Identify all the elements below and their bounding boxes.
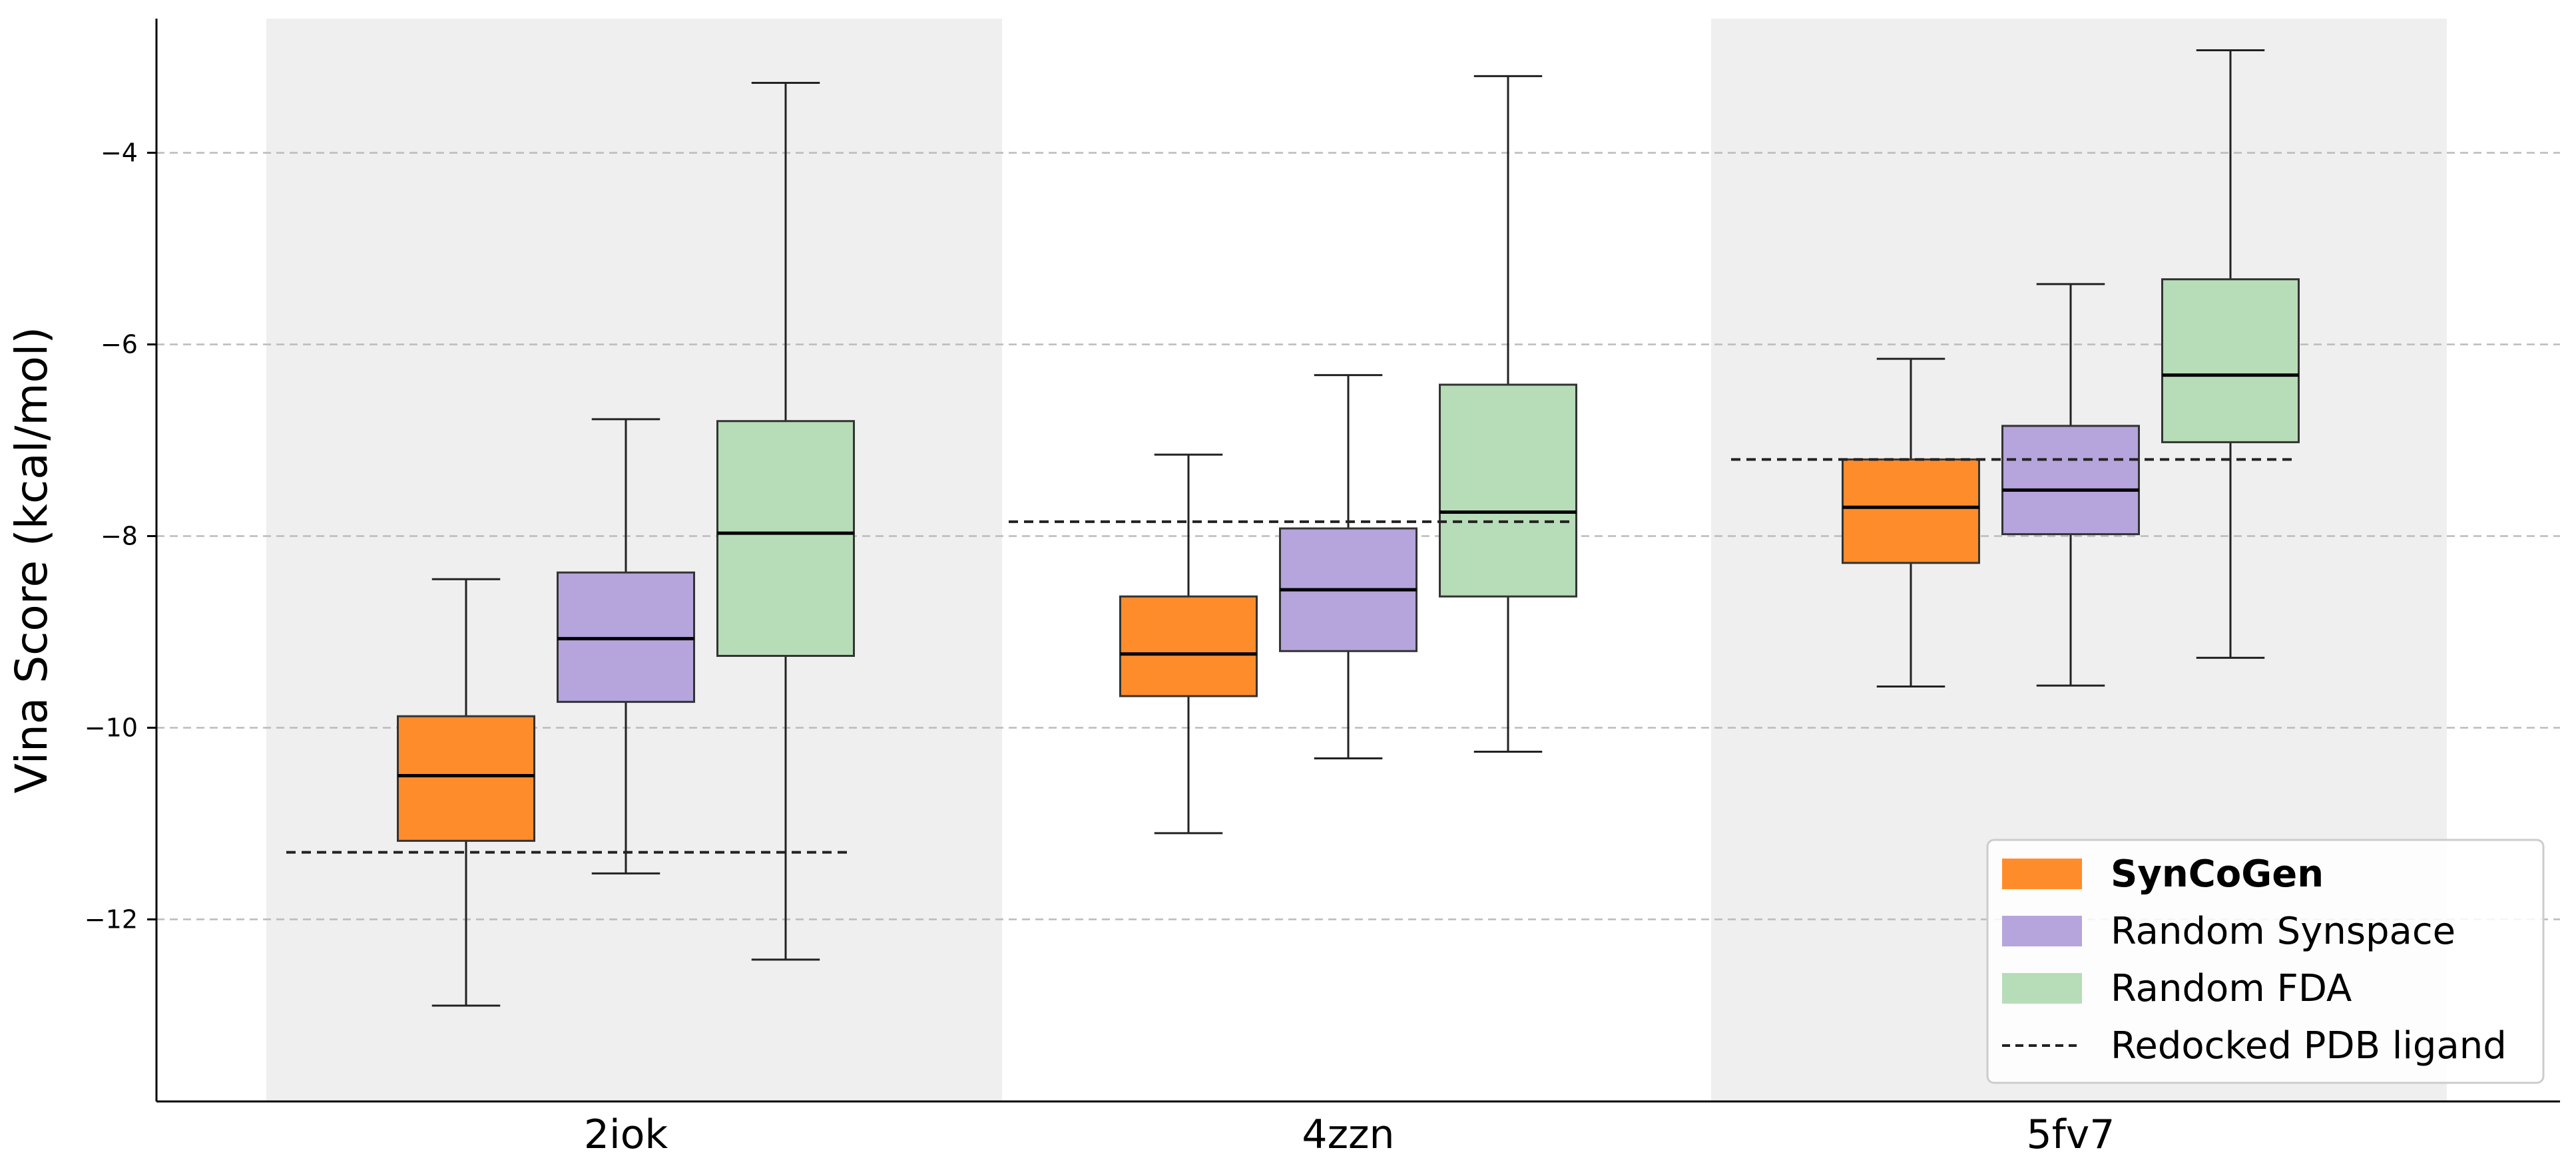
reference-lines-layer (286, 458, 2297, 854)
box-syncogen-4zzn (1119, 453, 1258, 835)
box-random-synspace-5fv7 (2001, 283, 2140, 687)
box-random-synspace-4zzn (1279, 374, 1417, 760)
axes-layer (155, 19, 2560, 1103)
y-axis-label: Vina Score (kcal/mol) (6, 327, 57, 793)
legend-swatch-random-synspace (2002, 916, 2082, 946)
legend: SynCoGen Random Synspace Random FDA Redo… (1986, 839, 2545, 1084)
category-label-5fv7: 5fv7 (2027, 1111, 2115, 1158)
legend-frame (1986, 839, 2545, 1084)
box-iqr (716, 420, 855, 657)
box-iqr (2001, 425, 2140, 536)
legend-swatch-random-fda (2002, 973, 2082, 1004)
category-labels-layer: 2iok 4zzn 5fv7 (584, 1111, 2115, 1158)
category-label-2iok: 2iok (584, 1111, 668, 1158)
legend-label-random-synspace: Random Synspace (2111, 910, 2455, 953)
category-label-4zzn: 4zzn (1302, 1111, 1394, 1158)
box-random-synspace-2iok (557, 418, 695, 875)
group-shading-layer (266, 19, 2447, 1101)
box-iqr (1119, 595, 1258, 697)
box-iqr (1842, 458, 1980, 564)
legend-label-redocked-ligand: Redocked PDB ligand (2111, 1024, 2507, 1068)
tick-label-y--4: −4 (101, 138, 138, 168)
box-iqr (397, 715, 535, 842)
box-random-fda-5fv7 (2161, 49, 2300, 659)
box-iqr (1439, 383, 1577, 598)
tick-label-y--12: −12 (85, 904, 138, 934)
legend-swatch-syncogen (2002, 859, 2082, 889)
box-syncogen-5fv7 (1842, 357, 1980, 688)
y-ticks-layer: −12 −10 −8 −6 −4 (85, 138, 156, 934)
tick-label-y--10: −10 (85, 713, 138, 742)
box-iqr (2161, 278, 2300, 443)
group-shading-2iok (266, 19, 1002, 1101)
tick-label-y--6: −6 (101, 330, 138, 359)
legend-label-syncogen: SynCoGen (2111, 853, 2324, 896)
box-syncogen-2iok (397, 578, 535, 1007)
tick-label-y--8: −8 (101, 522, 138, 551)
boxes-layer (397, 49, 2300, 1007)
box-random-fda-4zzn (1439, 75, 1577, 753)
legend-label-random-fda: Random FDA (2111, 967, 2352, 1010)
box-random-fda-2iok (716, 81, 855, 961)
